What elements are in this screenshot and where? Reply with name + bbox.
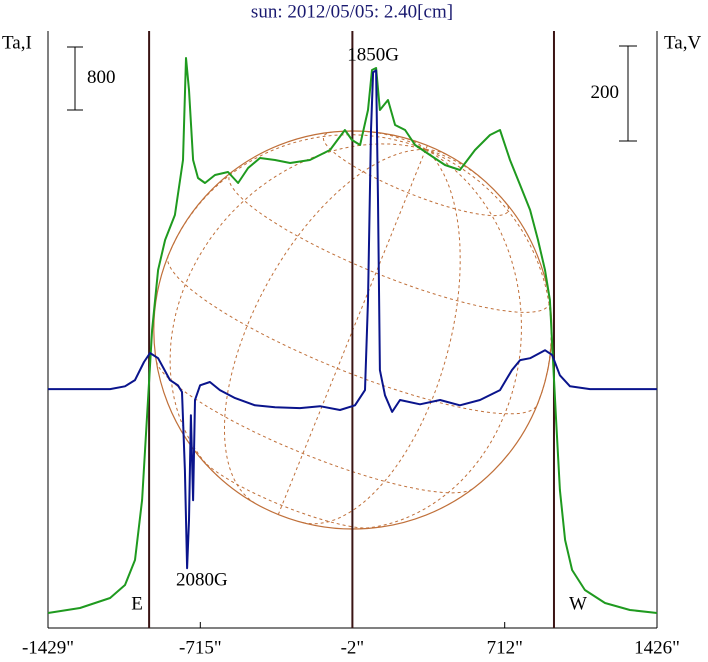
grid-curve (302, 149, 461, 525)
grid-curve (228, 171, 551, 313)
limb-label: W (569, 593, 587, 614)
grid-curve (425, 149, 482, 179)
y2-axis-label: Ta,V (664, 32, 701, 53)
grid-curve (366, 131, 426, 150)
annotation: 2080G (176, 570, 228, 591)
grid-curve (425, 145, 428, 150)
x-tick-label: -2" (341, 637, 365, 658)
grid-curve (167, 255, 538, 415)
grid-curve (224, 149, 426, 504)
limb-label: E (131, 593, 143, 614)
annotation: 1850G (347, 45, 399, 66)
x-tick-label: -1429" (22, 637, 74, 658)
series-line (48, 69, 657, 570)
y-axis-label: Ta,I (2, 32, 32, 53)
chart-title: sun: 2012/05/05: 2.40[cm] (251, 1, 453, 22)
disk-grid (155, 131, 552, 530)
x-tick-label: 1426" (634, 637, 680, 658)
grid-curve (425, 149, 552, 405)
x-tick-label: -715" (179, 637, 222, 658)
series-line (47, 57, 658, 614)
grid-curve (155, 361, 473, 494)
grid-curve (201, 459, 371, 529)
x-tick-label: 712" (487, 637, 523, 658)
scale-label: 200 (591, 82, 620, 103)
grid-curve (347, 149, 522, 530)
grid-curve (322, 131, 509, 217)
scale-label: 800 (87, 67, 116, 88)
grid-curve (169, 143, 426, 477)
